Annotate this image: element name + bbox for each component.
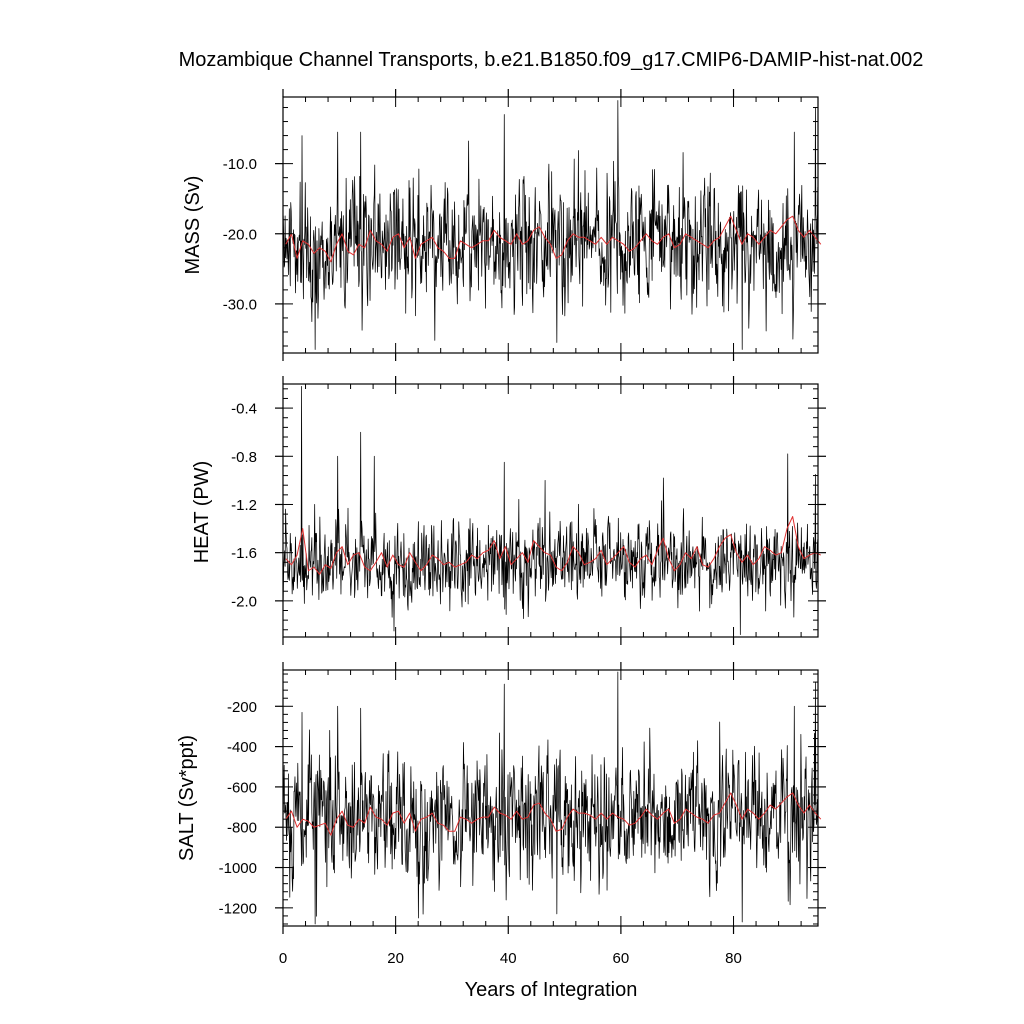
panel-heat-frame — [282, 383, 819, 638]
panel-mass-y-tick-label: -30.0 — [223, 296, 257, 313]
panel-mass-ylabel: MASS (Sv) — [182, 176, 204, 275]
panel-heat-ticks: -0.4 -0.8 -1.2 -1.6 -2.0 — [231, 376, 826, 645]
panel-salt-y-tick-label: -1200 — [219, 900, 257, 917]
panel-salt-ticks: 0 20 40 60 80 -200 -400 -600 -800 -1000 -1200 — [219, 662, 826, 967]
x-tick-label: 60 — [613, 950, 630, 967]
panel-salt: 0 20 40 60 80 -200 -400 -600 -800 -1000 -1200 SALT… — [176, 662, 826, 967]
panel-salt-y-tick-label: -200 — [227, 699, 257, 716]
panel-heat-series-annual-mean — [285, 516, 822, 575]
panel-salt-y-tick-label: -800 — [227, 820, 257, 837]
panel-mass-y-tick-label: -20.0 — [223, 226, 257, 243]
x-tick-label: 40 — [500, 950, 517, 967]
panel-heat-series — [282, 386, 822, 635]
panel-mass-series-monthly — [282, 100, 819, 350]
panel-salt-y-tick-label: -1000 — [219, 860, 257, 877]
panel-heat-ylabel: HEAT (PW) — [191, 461, 213, 564]
panel-mass-frame — [282, 96, 819, 354]
x-tick-label: 0 — [279, 950, 287, 967]
panel-salt-frame — [282, 669, 819, 927]
panel-heat-y-tick-label: -1.6 — [231, 545, 257, 562]
figure-title: Mozambique Channel Transports, b.e21.B18… — [179, 49, 924, 71]
panel-salt-series-monthly — [282, 671, 819, 925]
panel-heat-y-tick-label: -0.8 — [231, 449, 257, 466]
panel-salt-y-tick-label: -400 — [227, 739, 257, 756]
panel-salt-series — [282, 671, 822, 925]
x-tick-label: 80 — [725, 950, 742, 967]
panel-salt-series-annual-mean — [285, 792, 822, 836]
x-axis-label: Years of Integration — [465, 979, 638, 1001]
panel-mass: -10.0 -20.0 -30.0 MASS (Sv) — [182, 89, 826, 361]
panel-heat-y-tick-label: -2.0 — [231, 593, 257, 610]
panel-mass-ticks: -10.0 -20.0 -30.0 — [223, 89, 826, 361]
panel-salt-y-tick-label: -600 — [227, 779, 257, 796]
panel-heat-y-tick-label: -0.4 — [231, 401, 257, 418]
panel-heat-series-monthly — [282, 386, 819, 635]
panel-mass-series-annual-mean — [285, 215, 822, 263]
panel-heat: -0.4 -0.8 -1.2 -1.6 -2.0 HEAT (PW) — [191, 376, 826, 645]
panel-mass-series — [282, 100, 822, 350]
x-tick-label: 20 — [387, 950, 404, 967]
panel-heat-y-tick-label: -1.2 — [231, 497, 257, 514]
panel-salt-ylabel: SALT (Sv*ppt) — [176, 735, 198, 861]
panel-mass-y-tick-label: -10.0 — [223, 156, 257, 173]
